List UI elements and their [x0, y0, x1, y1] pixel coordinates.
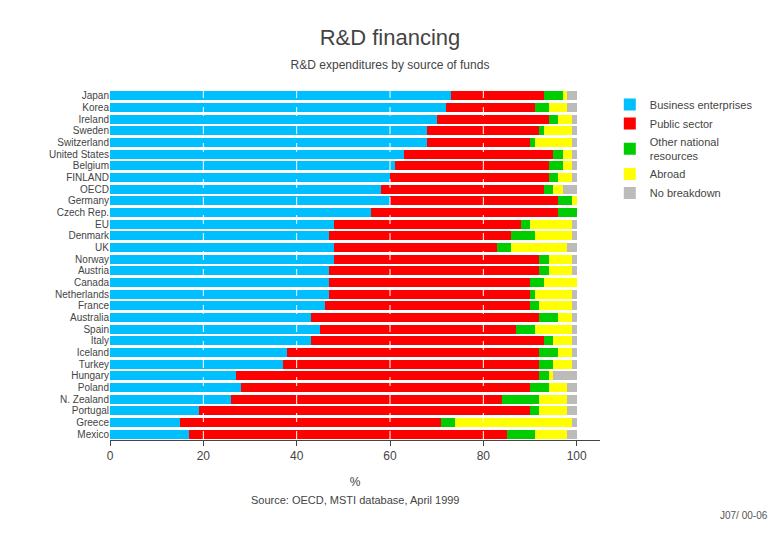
- svg-text:Czech Rep.: Czech Rep.: [57, 207, 109, 218]
- svg-text:80: 80: [477, 449, 491, 463]
- svg-text:Hungary: Hungary: [71, 370, 109, 381]
- svg-text:Turkey: Turkey: [79, 359, 109, 370]
- svg-text:J07/ 00-06: J07/ 00-06: [720, 510, 768, 521]
- svg-text:Iceland: Iceland: [77, 347, 109, 358]
- svg-text:%: %: [350, 475, 361, 489]
- svg-text:Norway: Norway: [75, 254, 109, 265]
- svg-text:Source: OECD, MSTI database, A: Source: OECD, MSTI database, April 1999: [251, 494, 460, 506]
- svg-text:UK: UK: [95, 242, 109, 253]
- svg-text:Greece: Greece: [76, 417, 109, 428]
- svg-text:Italy: Italy: [91, 335, 109, 346]
- svg-text:No breakdown: No breakdown: [650, 187, 721, 199]
- svg-text:20: 20: [197, 449, 211, 463]
- svg-text:Switzerland: Switzerland: [57, 137, 109, 148]
- svg-text:Belgium: Belgium: [73, 160, 109, 171]
- svg-text:R&D expenditures by source of: R&D expenditures by source of funds: [291, 58, 490, 72]
- svg-text:FINLAND: FINLAND: [66, 172, 109, 183]
- svg-text:Abroad: Abroad: [650, 168, 685, 180]
- svg-text:Ireland: Ireland: [78, 114, 109, 125]
- svg-text:Korea: Korea: [82, 102, 109, 113]
- svg-text:0: 0: [107, 449, 114, 463]
- svg-text:Sweden: Sweden: [73, 125, 109, 136]
- svg-text:Mexico: Mexico: [77, 429, 109, 440]
- svg-text:40: 40: [290, 449, 304, 463]
- svg-text:Public sector: Public sector: [650, 118, 713, 130]
- svg-text:100: 100: [567, 449, 587, 463]
- svg-text:Poland: Poland: [78, 382, 109, 393]
- svg-text:Other nationalresources: Other nationalresources: [650, 136, 719, 162]
- svg-text:Germany: Germany: [68, 195, 109, 206]
- svg-text:France: France: [78, 300, 110, 311]
- svg-text:Spain: Spain: [83, 324, 109, 335]
- svg-text:N. Zealand: N. Zealand: [60, 394, 109, 405]
- svg-text:Australia: Australia: [70, 312, 109, 323]
- svg-text:Portugal: Portugal: [72, 405, 109, 416]
- svg-text:60: 60: [383, 449, 397, 463]
- svg-text:OECD: OECD: [80, 184, 109, 195]
- svg-text:EU: EU: [95, 219, 109, 230]
- svg-text:United States: United States: [49, 149, 109, 160]
- svg-text:Denmark: Denmark: [68, 230, 110, 241]
- svg-text:Canada: Canada: [74, 277, 109, 288]
- svg-text:Japan: Japan: [82, 90, 109, 101]
- svg-text:Netherlands: Netherlands: [55, 289, 109, 300]
- svg-text:R&D financing: R&D financing: [320, 25, 461, 50]
- svg-text:Business enterprises: Business enterprises: [650, 99, 753, 111]
- svg-text:Austria: Austria: [78, 265, 110, 276]
